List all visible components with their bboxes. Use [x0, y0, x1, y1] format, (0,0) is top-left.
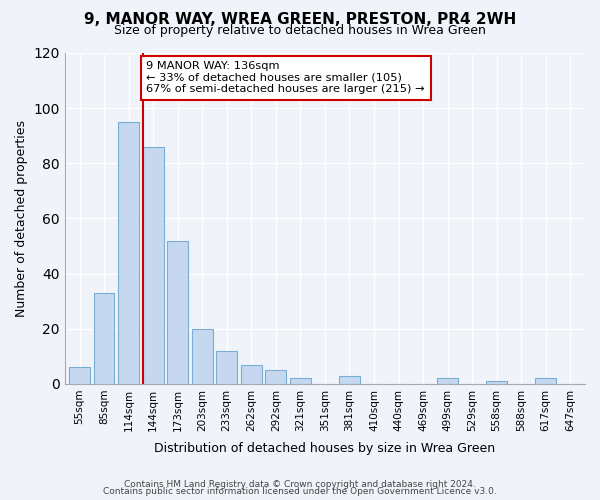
Bar	[241, 364, 262, 384]
Bar	[290, 378, 311, 384]
Text: Contains public sector information licensed under the Open Government Licence v3: Contains public sector information licen…	[103, 487, 497, 496]
Bar	[69, 368, 90, 384]
Bar	[192, 329, 212, 384]
Bar	[265, 370, 286, 384]
Bar	[339, 376, 360, 384]
Bar	[94, 293, 115, 384]
Text: Size of property relative to detached houses in Wrea Green: Size of property relative to detached ho…	[114, 24, 486, 37]
Bar	[143, 147, 164, 384]
X-axis label: Distribution of detached houses by size in Wrea Green: Distribution of detached houses by size …	[154, 442, 496, 455]
Y-axis label: Number of detached properties: Number of detached properties	[15, 120, 28, 317]
Text: Contains HM Land Registry data © Crown copyright and database right 2024.: Contains HM Land Registry data © Crown c…	[124, 480, 476, 489]
Bar	[167, 240, 188, 384]
Bar	[437, 378, 458, 384]
Bar	[118, 122, 139, 384]
Bar	[217, 351, 237, 384]
Bar	[486, 381, 507, 384]
Bar	[535, 378, 556, 384]
Text: 9, MANOR WAY, WREA GREEN, PRESTON, PR4 2WH: 9, MANOR WAY, WREA GREEN, PRESTON, PR4 2…	[84, 12, 516, 28]
Text: 9 MANOR WAY: 136sqm
← 33% of detached houses are smaller (105)
67% of semi-detac: 9 MANOR WAY: 136sqm ← 33% of detached ho…	[146, 62, 425, 94]
